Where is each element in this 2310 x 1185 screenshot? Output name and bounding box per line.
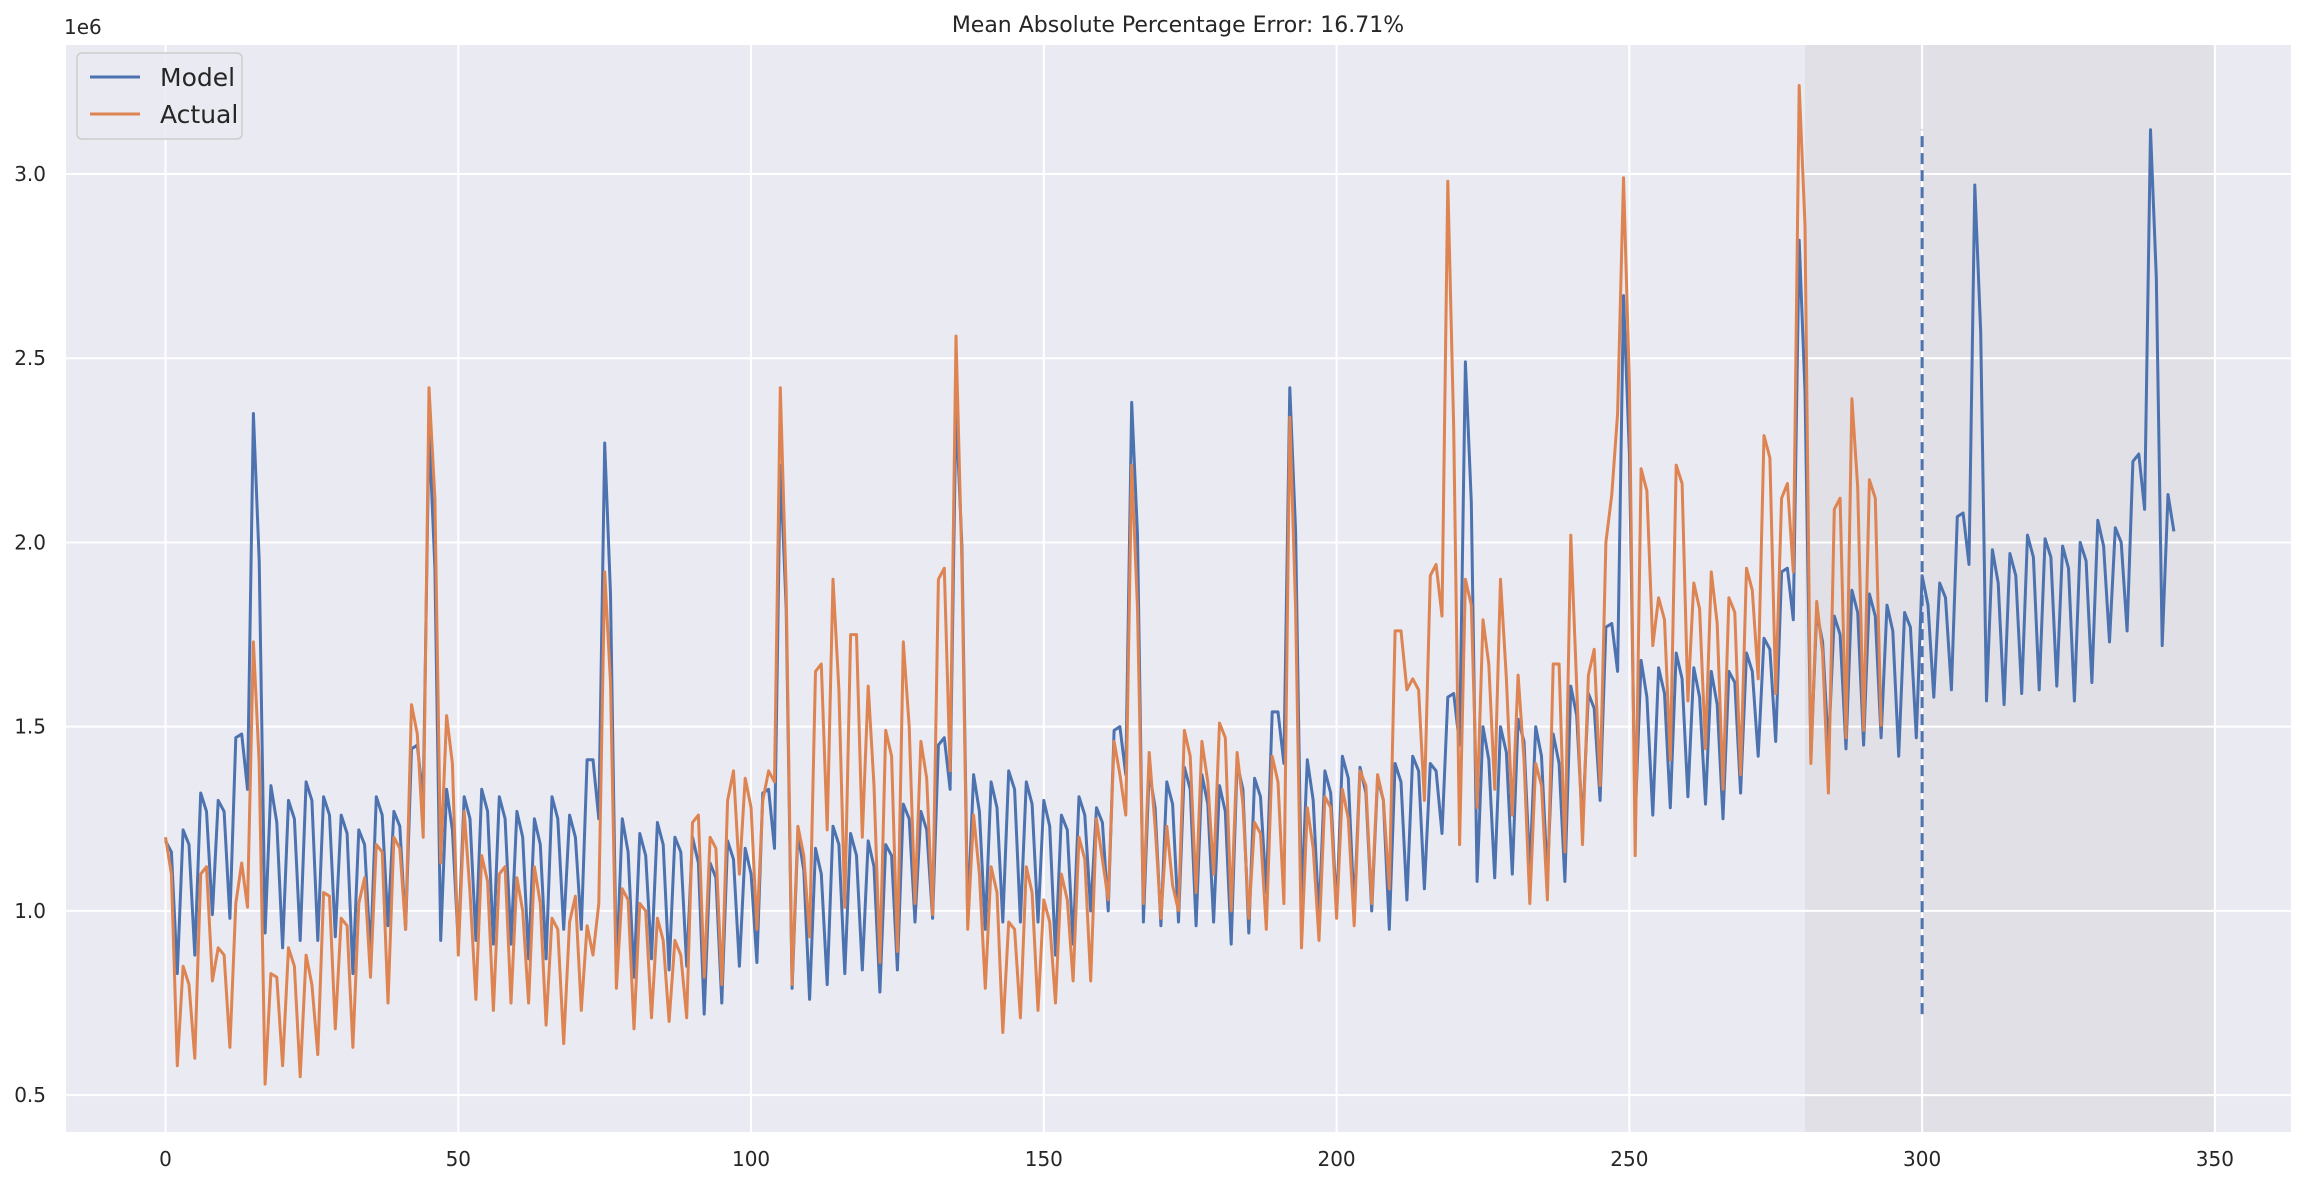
y-tick-label: 3.0 <box>14 162 46 186</box>
y-tick-label: 1.0 <box>14 899 46 923</box>
series-lines <box>164 84 2176 1086</box>
y-axis: 0.5 1.0 1.5 2.0 2.5 3.0 <box>14 162 46 1107</box>
legend-label-actual: Actual <box>160 100 238 129</box>
x-tick-label: 100 <box>732 1147 770 1171</box>
legend: Model Actual <box>76 52 243 140</box>
x-tick-label: 250 <box>1610 1147 1648 1171</box>
y-offset-label: 1e6 <box>64 15 102 39</box>
chart-title: Mean Absolute Percentage Error: 16.71% <box>952 13 1404 38</box>
y-tick-label: 2.0 <box>14 530 46 554</box>
x-tick-label: 150 <box>1025 1147 1063 1171</box>
y-tick-label: 2.5 <box>14 346 46 370</box>
legend-box <box>76 52 243 140</box>
y-tick-label: 0.5 <box>14 1083 46 1107</box>
x-tick-label: 50 <box>446 1147 471 1171</box>
legend-label-model: Model <box>160 63 235 92</box>
x-tick-label: 200 <box>1317 1147 1355 1171</box>
x-axis: 0 50 100 150 200 250 300 350 <box>159 1147 2234 1171</box>
x-tick-label: 0 <box>159 1147 172 1171</box>
x-tick-label: 350 <box>2196 1147 2234 1171</box>
series-line-model <box>164 128 2176 1016</box>
x-tick-label: 300 <box>1903 1147 1941 1171</box>
series-line-actual <box>164 84 1883 1086</box>
y-tick-label: 1.5 <box>14 715 46 739</box>
